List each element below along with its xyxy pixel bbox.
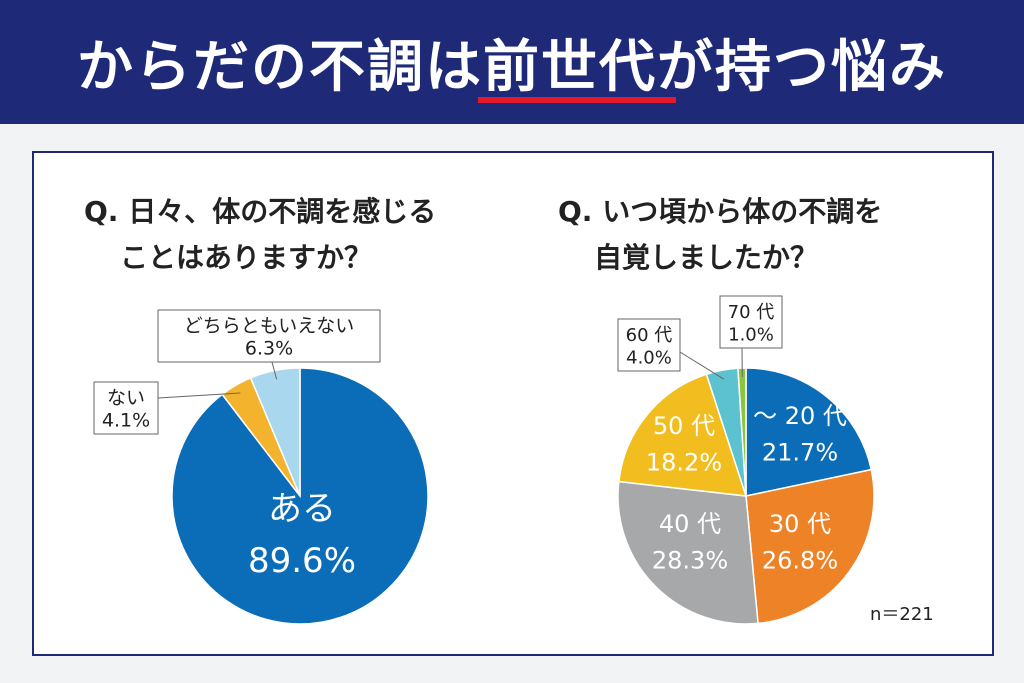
chart1-question-line1: Q. 日々、体の不調を感じる <box>84 195 437 228</box>
title-highlight: 前世代 <box>483 34 657 100</box>
chart1-slice-0-label: ある <box>268 489 336 529</box>
chart2-slice-3-value: 18.2% <box>646 448 722 476</box>
chart2-slice-4-leader <box>679 351 724 380</box>
title-underline <box>478 97 676 103</box>
header-bar <box>0 0 1024 124</box>
chart1-slice-1-callout <box>93 381 159 435</box>
chart2-slice-2-value: 28.3% <box>652 546 728 574</box>
chart1-slice-2-callout <box>157 309 381 363</box>
chart2-slice-2 <box>617 480 759 625</box>
chart2-slice-5-label: 70 代 <box>728 302 775 323</box>
title-pre: からだの不調は <box>77 34 483 100</box>
page-title: からだの不調は 前世代 が持つ悩み <box>0 0 1024 124</box>
chart2-slice-3 <box>617 373 748 497</box>
chart1-slice-2-leader <box>271 361 278 380</box>
chart2-question-line1: Q. いつ頃から体の不調を <box>558 195 883 228</box>
chart2-slice-1 <box>745 468 875 625</box>
chart1-slice-2-value: 6.3% <box>245 338 293 360</box>
chart2-slice-5-callout <box>719 295 783 349</box>
chart2-slice-4-value: 4.0% <box>626 348 672 369</box>
chart2-slice-5-value: 1.0% <box>728 325 774 346</box>
chart2-slice-4-callout <box>617 318 681 372</box>
chart2-slice-1-value: 26.8% <box>762 546 838 574</box>
chart1-question-line2: ことはありますか？ <box>120 241 373 274</box>
chart1-slice-1-leader <box>157 392 241 399</box>
chart2-slice-0-label: ～ 20 代 <box>753 402 847 430</box>
sample-size-note: n＝221 <box>870 604 934 625</box>
chart2-slice-2-label: 40 代 <box>659 510 721 538</box>
chart1-slice-2-label: どちらともいえない <box>184 315 355 337</box>
chart1-slice-0-value: 89.6% <box>248 541 356 581</box>
chart2-slice-1-label: 30 代 <box>769 510 831 538</box>
chart2-slice-4-label: 60 代 <box>626 325 673 346</box>
chart1-slice-1-label: ない <box>107 387 145 409</box>
chart2-slice-0-value: 21.7% <box>762 438 838 466</box>
chart2-slice-0 <box>745 367 873 497</box>
title-post: が持つ悩み <box>657 34 947 100</box>
chart1-slice-1-value: 4.1% <box>102 410 150 432</box>
chart1-slice-2 <box>249 367 301 497</box>
chart2-slice-3-label: 50 代 <box>653 412 715 440</box>
chart2-question-line2: 自覚しましたか？ <box>594 241 819 274</box>
